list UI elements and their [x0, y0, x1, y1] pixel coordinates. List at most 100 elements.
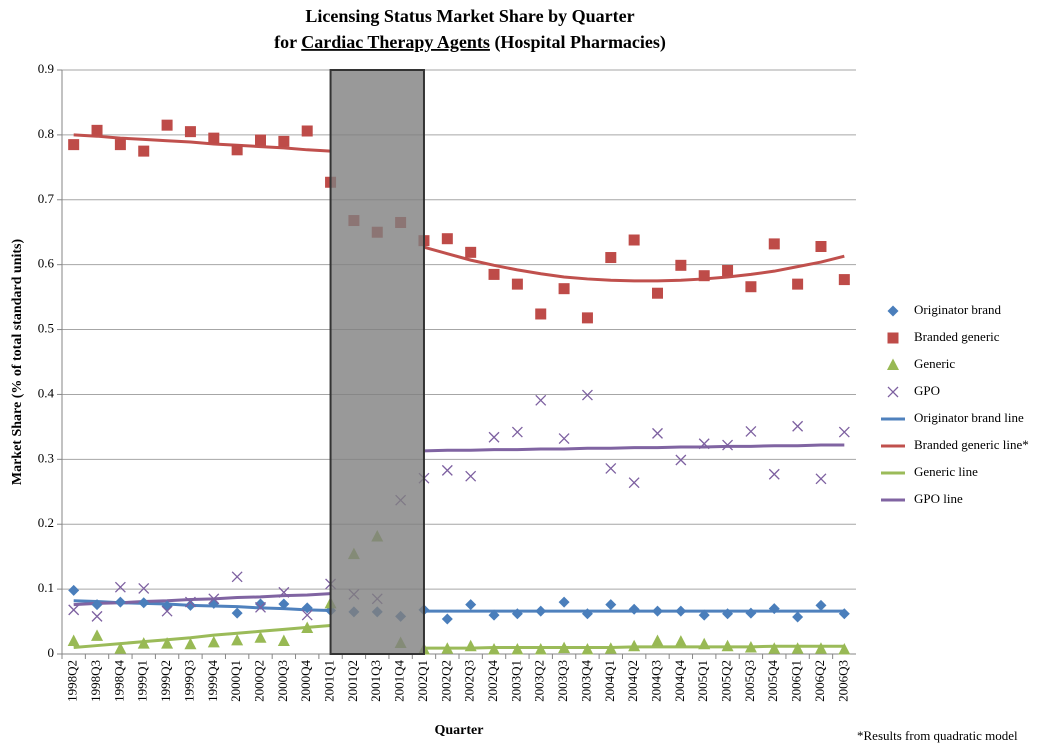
chart-subtitle: for Cardiac Therapy Agents (Hospital Pha…: [274, 32, 666, 53]
x-marker: [745, 425, 757, 437]
diamond-marker: [255, 598, 266, 610]
y-tick-label: 0.4: [38, 385, 55, 400]
x-tick-label: 2006Q1: [789, 660, 804, 702]
triangle-marker: [464, 639, 477, 652]
trend-line: [73, 443, 845, 607]
x-tick-label: 2006Q2: [812, 660, 827, 702]
subtitle-part: for: [274, 32, 301, 52]
legend-item: Generic: [887, 356, 955, 371]
triangle-marker: [184, 637, 197, 650]
square-marker: [768, 238, 780, 250]
diamond-marker: [838, 608, 850, 620]
x-marker: [301, 609, 313, 621]
square-marker: [581, 312, 593, 324]
diamond-marker: [745, 607, 757, 619]
diamond-marker: [465, 599, 477, 611]
x-tick-label: 2001Q1: [322, 660, 337, 702]
y-axis-title: Market Share (% of total standard units): [10, 239, 25, 486]
triangle-marker: [114, 642, 127, 654]
legend-label: GPO line: [914, 491, 963, 506]
x-tick-label: 2006Q3: [835, 660, 850, 702]
x-tick-label: 2002Q3: [462, 660, 477, 702]
diamond-marker: [815, 599, 827, 611]
x-marker: [488, 431, 500, 443]
x-marker: [581, 389, 593, 401]
x-tick-label: 2002Q2: [438, 660, 453, 702]
x-tick-label: 2004Q2: [625, 660, 640, 702]
x-marker: [465, 470, 477, 482]
x-tick-label: 2000Q2: [251, 660, 266, 702]
triangle-marker: [887, 358, 899, 370]
x-tick-label: 2005Q1: [695, 660, 710, 702]
triangle-marker: [67, 634, 80, 647]
y-tick-label: 0.6: [38, 256, 55, 271]
square-marker: [465, 246, 477, 258]
diamond-marker: [511, 608, 523, 620]
legend-item: Branded generic: [887, 329, 1000, 344]
x-marker: [815, 473, 827, 485]
trend-line: [73, 133, 845, 283]
triangle-marker: [254, 631, 267, 643]
x-tick-label: 2002Q4: [485, 660, 500, 702]
x-axis-title: Quarter: [435, 723, 484, 738]
x-marker: [138, 583, 150, 594]
x-tick-label: 2005Q2: [719, 660, 734, 702]
square-marker: [511, 278, 523, 290]
x-tick-label: 2002Q1: [415, 660, 430, 702]
legend-item: Generic line: [881, 464, 978, 479]
diamond-marker: [558, 596, 570, 608]
triangle-marker: [137, 637, 150, 649]
diamond-marker: [628, 603, 640, 615]
square-marker: [278, 135, 290, 147]
legend-label: Generic: [914, 356, 955, 371]
x-tick-label: 1999Q4: [205, 660, 220, 702]
triangle-marker: [744, 641, 757, 653]
triangle-marker: [674, 635, 687, 647]
diamond-marker: [698, 609, 710, 621]
x-tick-label: 2003Q4: [578, 660, 593, 702]
highlight-band: [329, 69, 425, 655]
legend-item: Originator brand: [887, 302, 1002, 317]
diamond-marker: [91, 599, 103, 611]
triangle-marker: [768, 642, 781, 654]
triangle-marker: [628, 639, 641, 652]
legend-label: Originator brand: [914, 302, 1002, 317]
diamond-marker: [581, 608, 593, 620]
y-tick-label: 0.3: [38, 450, 54, 465]
x-tick-label: 2004Q4: [672, 660, 687, 702]
square-marker: [68, 139, 80, 151]
x-tick-label: 1998Q4: [111, 660, 126, 702]
diamond-marker: [114, 596, 126, 608]
triangle-marker: [604, 642, 617, 654]
legend-label: Generic line: [914, 464, 978, 479]
square-marker: [722, 265, 734, 277]
square-marker: [161, 119, 173, 131]
x-tick-label: 2003Q3: [555, 660, 570, 702]
footnote: *Results from quadratic model: [857, 728, 1018, 743]
square-marker: [558, 283, 570, 295]
diamond-marker: [675, 605, 687, 617]
triangle-marker: [488, 642, 501, 655]
square-marker: [488, 268, 500, 280]
triangle-marker: [301, 621, 314, 634]
diamond-marker: [301, 602, 313, 614]
square-marker: [815, 240, 827, 252]
square-marker: [675, 259, 687, 271]
square-marker: [628, 234, 640, 246]
triangle-marker: [698, 637, 711, 650]
diamond-marker: [605, 599, 617, 611]
square-marker: [838, 274, 850, 286]
x-tick-label: 2003Q2: [532, 660, 547, 702]
y-tick-label: 0: [48, 645, 55, 660]
x-marker: [208, 593, 220, 605]
legend-label: GPO: [914, 383, 940, 398]
square-marker: [605, 252, 617, 264]
diamond-marker: [652, 605, 663, 617]
x-tick-label: 2001Q3: [368, 660, 383, 702]
x-marker: [278, 586, 290, 598]
x-marker: [511, 426, 523, 438]
x-marker: [652, 427, 663, 439]
diamond-marker: [441, 613, 453, 625]
x-marker: [161, 605, 173, 617]
